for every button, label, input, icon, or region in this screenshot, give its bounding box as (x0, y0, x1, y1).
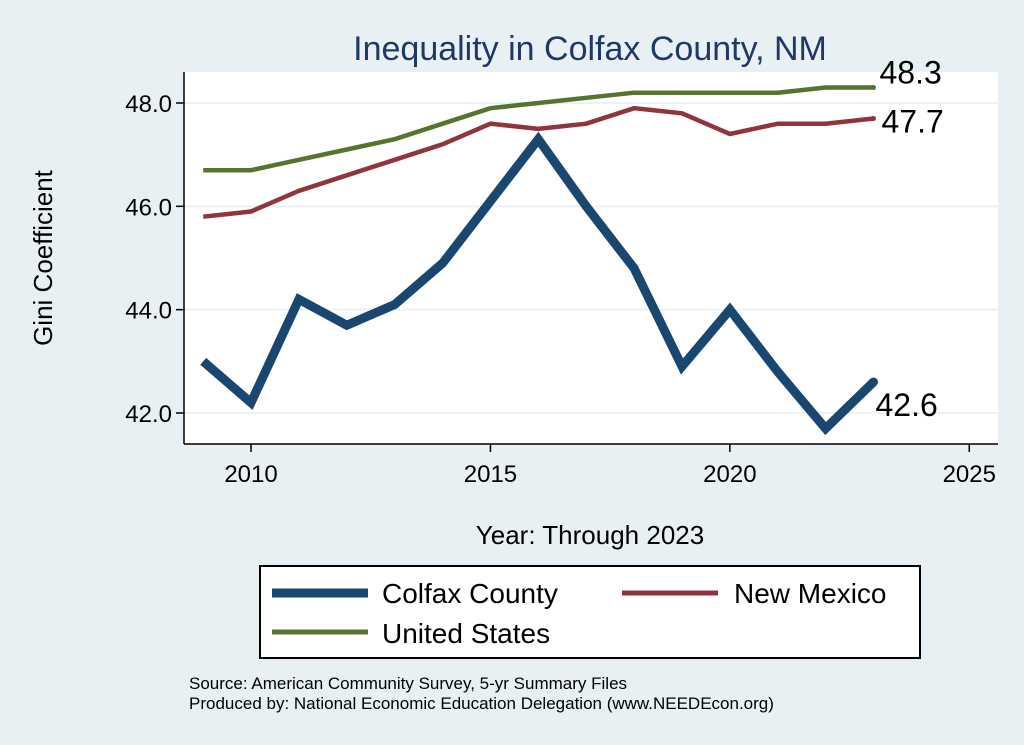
series-endpoint-new-mexico (871, 116, 877, 121)
series-line-new-mexico (202, 105, 874, 219)
legend-label-new-mexico: New Mexico (734, 578, 886, 609)
series-endpoint-colfax-county (869, 377, 879, 387)
y-ticks: 42.0 44.0 46.0 48.0 (125, 91, 184, 428)
x-tick-label: 2010 (224, 461, 277, 488)
legend: Colfax County New Mexico United States (259, 565, 921, 659)
y-axis-label: Gini Coefficient (28, 169, 58, 346)
series-line-united-states (203, 85, 874, 173)
legend-label-colfax-county: Colfax County (382, 578, 558, 609)
x-tick-label: 2025 (943, 461, 996, 488)
series-line-colfax-county (200, 131, 877, 436)
end-label-colfax-county: 42.6 (876, 387, 938, 423)
axes (183, 72, 998, 445)
source-line-2: Produced by: National Economic Education… (189, 694, 774, 713)
chart-title: Inequality in Colfax County, NM (353, 30, 827, 68)
source-line-1: Source: American Community Survey, 5-yr … (189, 674, 627, 693)
end-label-united-states: 48.3 (880, 55, 942, 91)
legend-label-united-states: United States (382, 618, 550, 649)
y-tick-label: 42.0 (125, 401, 172, 428)
plot-area (184, 72, 998, 444)
y-tick-label: 48.0 (125, 91, 172, 118)
end-labels: 42.6 47.7 48.3 (876, 55, 944, 424)
end-label-new-mexico: 47.7 (882, 104, 944, 140)
legend-box (259, 565, 921, 659)
series-endpoint-united-states (871, 85, 877, 90)
series-lines (200, 85, 879, 436)
x-tick-label: 2020 (703, 461, 756, 488)
x-axis-label: Year: Through 2023 (476, 520, 704, 550)
x-tick-label: 2015 (464, 461, 517, 488)
x-ticks: 2010 2015 2020 2025 (224, 444, 996, 488)
y-tick-label: 46.0 (125, 194, 172, 221)
y-tick-label: 44.0 (125, 298, 172, 325)
